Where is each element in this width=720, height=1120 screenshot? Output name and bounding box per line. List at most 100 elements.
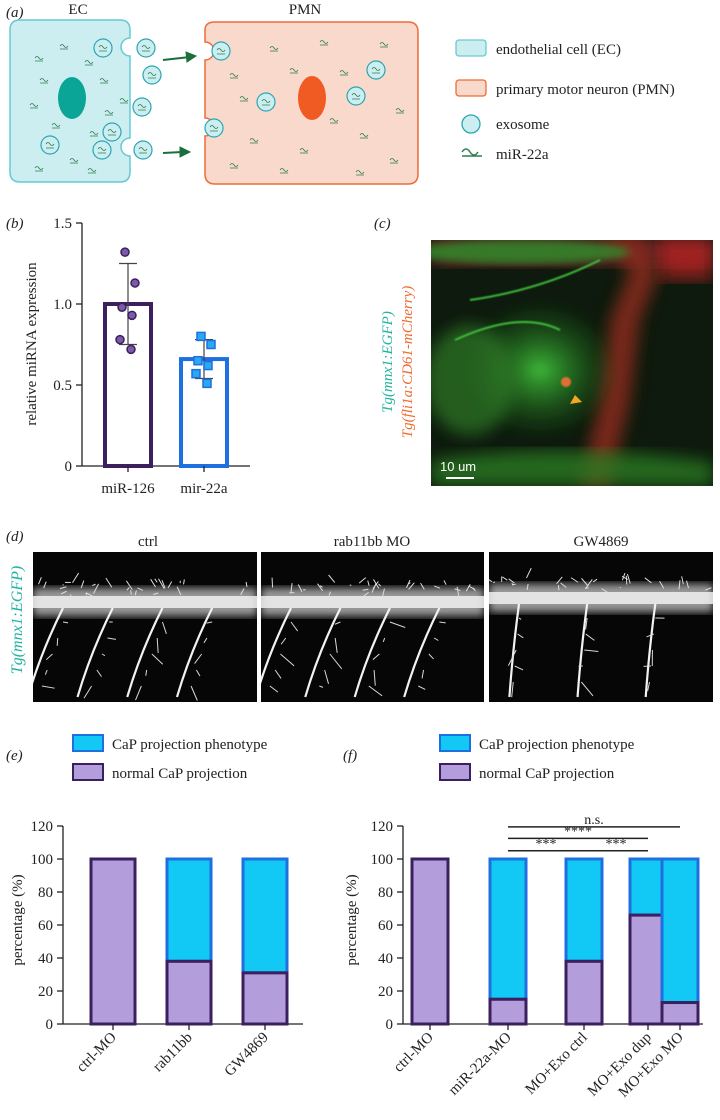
significance-label: ***	[536, 837, 557, 852]
panel-c: (c) Tg(mnx1:EGFP) Tg(fli1a:CD61-mCherry)…	[374, 216, 713, 486]
neuron-image	[261, 552, 484, 702]
mirna-icon	[229, 163, 239, 169]
dendrite	[512, 583, 516, 586]
chart-b: 0 0.5 1.0 1.5 miR-126 mir-22a	[53, 216, 250, 497]
dendrite	[408, 582, 415, 590]
legend-e-normal-swatch	[72, 763, 104, 781]
axon-branch	[151, 653, 164, 665]
mirna-icon	[359, 133, 369, 139]
axon-branch	[274, 669, 282, 679]
axon-branch	[439, 621, 446, 624]
axon-branch	[517, 633, 524, 639]
dendrite	[358, 577, 367, 584]
axon-branch	[421, 669, 425, 679]
axon	[33, 607, 64, 684]
chart-f-legend: CaP projection phenotype normal CaP proj…	[439, 734, 635, 782]
micro-d-ylabel: Tg(mnx1:EGFP)	[9, 566, 26, 674]
axon-branch	[372, 653, 380, 661]
axon-branch	[324, 669, 329, 684]
micro-c-ylabel-red: Tg(fli1a:CD61-mCherry)	[400, 286, 416, 439]
exosome-cargo-icon	[45, 142, 55, 149]
axon-branch	[319, 685, 324, 688]
y-tick-label: 0	[386, 1017, 394, 1033]
y-tick-label: 20	[38, 984, 53, 1000]
legend-f-phenotype-label: CaP projection phenotype	[479, 737, 635, 753]
exosome-icon	[204, 118, 224, 138]
axon-branch	[334, 621, 341, 625]
legend-pmn-swatch	[455, 79, 487, 97]
legend-mirna-icon	[461, 148, 482, 157]
axon-branch	[329, 653, 343, 670]
mirna-icon	[69, 158, 79, 164]
dendrite	[456, 586, 460, 597]
legend-e-phenotype-label: CaP projection phenotype	[112, 737, 268, 753]
dendrite	[556, 576, 563, 585]
mirna-icon	[104, 110, 114, 116]
dendrite	[80, 580, 85, 589]
chart-e: 0 20 40 60 80 100 120 ctrl-MO rab11bb GW4869	[31, 819, 303, 1080]
exosome-cargo-icon	[216, 48, 226, 55]
dendrite	[378, 583, 382, 587]
exosome-cargo-icon	[138, 147, 148, 154]
data-point	[117, 302, 127, 312]
exosome-cargo-icon	[98, 45, 108, 52]
mirna-icon	[379, 42, 389, 48]
bar-normal	[241, 971, 289, 1026]
axon-branch	[83, 685, 93, 699]
dendrite	[126, 587, 130, 591]
dendrite	[150, 578, 156, 588]
legend-ec-label: endothelial cell (EC)	[496, 42, 621, 58]
exosome-cargo-icon	[371, 67, 381, 74]
dendrite	[154, 578, 158, 583]
panel-a-label: (a)	[6, 5, 24, 21]
panel-f-label: (f)	[343, 748, 357, 764]
exosome-icon	[132, 97, 152, 117]
axon	[76, 607, 114, 698]
axon	[126, 607, 164, 698]
axon-branch	[269, 685, 279, 693]
spinal-cord-core	[489, 592, 713, 604]
legend-ec-swatch	[455, 39, 487, 57]
axon-branch	[373, 669, 376, 686]
dendrite	[161, 580, 166, 589]
axon-branch	[101, 653, 106, 657]
x-tick-label: ctrl-MO	[74, 1029, 120, 1075]
axon	[403, 607, 441, 698]
significance-label: ***	[606, 837, 627, 852]
mirna-icon	[289, 68, 299, 74]
x-tick-label: GW4869	[222, 1030, 272, 1080]
axon	[576, 603, 589, 698]
panel-e: (e) CaP projection phenotype normal CaP …	[6, 734, 303, 1080]
significance-label: n.s.	[584, 813, 603, 828]
axon	[261, 607, 292, 684]
bar-phenotype	[488, 857, 528, 1001]
mirna-icon	[99, 78, 109, 84]
exosome-cargo-icon	[261, 99, 271, 106]
chart-f: 0 20 40 60 80 100 120 ctrl-MO miR-22a-MO MO+Exo c…	[371, 813, 703, 1101]
dendrite	[585, 579, 593, 589]
legend-mirna-label: miR-22a	[496, 147, 549, 163]
axon-branch	[585, 633, 595, 641]
significance-label: ****	[564, 824, 592, 839]
chart-f-ylabel: percentage (%)	[344, 874, 360, 965]
spinal-cord-core	[33, 596, 257, 608]
dendrite	[137, 587, 144, 591]
dendrite	[465, 583, 471, 592]
image-background	[489, 552, 713, 702]
micro-d-title-0: ctrl	[138, 534, 158, 550]
axon-branch	[206, 621, 213, 624]
axon-branch	[194, 653, 203, 664]
exosome-icon	[211, 41, 231, 61]
dendrite	[659, 580, 665, 589]
dendrite	[362, 591, 369, 597]
dendrite	[69, 594, 72, 597]
bar-normal	[660, 1001, 700, 1026]
legend-e-normal-label: normal CaP projection	[112, 766, 248, 782]
dendrite	[183, 579, 185, 585]
dendrite	[153, 592, 159, 595]
mirna-icon	[395, 108, 405, 114]
dendrite	[581, 578, 589, 587]
exosome-icon	[102, 122, 122, 142]
panel-b-label: (b)	[6, 216, 24, 232]
axon-branch	[584, 649, 599, 653]
